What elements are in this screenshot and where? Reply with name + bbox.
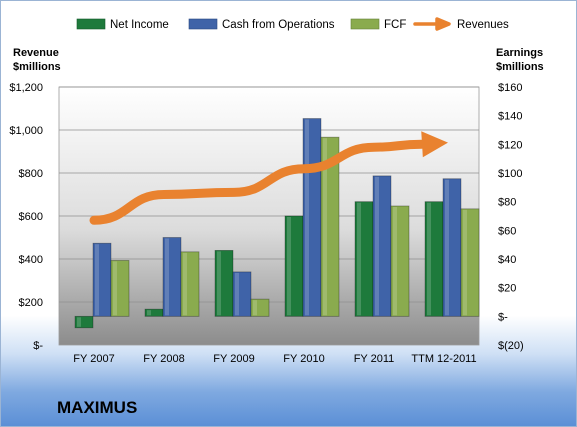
bar-highlight	[113, 261, 117, 316]
legend-label-fcf: FCF	[384, 19, 406, 31]
right-tick-label: $160	[498, 82, 522, 94]
bar-highlight	[253, 300, 257, 316]
x-tick-label: FY 2010	[283, 353, 324, 365]
right-tick-label: $120	[498, 139, 522, 151]
bar-highlight	[287, 217, 291, 316]
right-tick-label: $60	[498, 225, 516, 237]
bar-highlight	[183, 252, 187, 316]
right-tick-label: $80	[498, 197, 516, 209]
bar-highlight	[427, 202, 431, 316]
left-axis-title-line2: $millions	[13, 61, 61, 73]
bar-highlight	[445, 179, 449, 316]
left-tick-label: $600	[19, 211, 43, 223]
bar-highlight	[323, 138, 327, 316]
bar-highlight	[305, 119, 309, 316]
left-axis-title-line1: Revenue	[13, 47, 59, 59]
bar-fcf-ttm-12-2011	[460, 208, 480, 317]
bar-highlight	[77, 317, 81, 327]
revenue-line	[89, 131, 448, 225]
x-tick-label: FY 2009	[213, 353, 254, 365]
right-tick-label: $100	[498, 168, 522, 180]
legend-label-revenues: Revenues	[457, 19, 509, 31]
legend-swatch-revenues-arrow	[413, 17, 451, 31]
right-tick-label: $140	[498, 111, 522, 123]
legend-swatch-net-income	[76, 18, 106, 30]
legend-label-cash-from-operations: Cash from Operations	[222, 19, 335, 31]
bars	[74, 118, 480, 329]
x-tick-label: TTM 12-2011	[411, 353, 476, 365]
bar-fcf-fy-2008	[180, 251, 200, 317]
left-tick-label: $200	[19, 297, 43, 309]
left-tick-label: $-	[33, 340, 43, 352]
bar-cash-from-operations-fy-2009	[232, 271, 252, 317]
right-tick-label: $-	[498, 311, 508, 323]
bar-fcf-fy-2011	[390, 205, 410, 317]
left-tick-label: $800	[19, 168, 43, 180]
right-tick-label: $40	[498, 254, 516, 266]
right-axis-ticks: $(20) $- $20 $40 $60 $80 $100 $120 $140 $160	[498, 82, 524, 352]
bar-net-income-fy-2007	[74, 315, 94, 329]
bar-highlight	[95, 244, 99, 316]
bar-fcf-fy-2010	[320, 136, 340, 317]
company-name: MAXIMUS	[57, 398, 138, 417]
right-axis-title-line2: $millions	[496, 61, 544, 73]
bar-fcf-fy-2009	[250, 298, 270, 317]
bar-fcf-fy-2007	[110, 260, 130, 317]
left-tick-label: $1,200	[9, 82, 43, 94]
bar-highlight	[393, 206, 397, 316]
bar-highlight	[217, 251, 221, 316]
right-tick-label: $20	[498, 283, 516, 295]
right-axis-title-line1: Earnings	[496, 47, 543, 59]
bar-highlight	[235, 272, 239, 316]
bar-highlight	[357, 202, 361, 316]
legend: Net Income Cash from Operations FCF Reve…	[76, 17, 509, 31]
x-tick-label: FY 2008	[143, 353, 184, 365]
bar-highlight	[147, 310, 151, 316]
revenue-line-path	[89, 139, 427, 225]
bar-highlight	[165, 238, 169, 316]
legend-label-net-income: Net Income	[110, 19, 169, 31]
x-axis-ticks: FY 2007 FY 2008 FY 2009 FY 2010 FY 2011 TTM 1…	[73, 353, 476, 365]
x-tick-label: FY 2007	[73, 353, 114, 365]
bar-highlight	[375, 176, 379, 316]
left-axis-ticks: $- $200 $400 $600 $800 $1,000 $1,200	[9, 82, 43, 352]
legend-swatch-fcf	[350, 18, 380, 30]
left-tick-label: $1,000	[9, 125, 43, 137]
legend-swatch-cash-from-operations	[188, 18, 218, 30]
bar-highlight	[463, 209, 467, 316]
x-tick-label: FY 2011	[354, 353, 395, 365]
right-tick-label: $(20)	[498, 340, 524, 352]
left-tick-label: $400	[19, 254, 43, 266]
revenue-arrowhead	[421, 131, 448, 158]
